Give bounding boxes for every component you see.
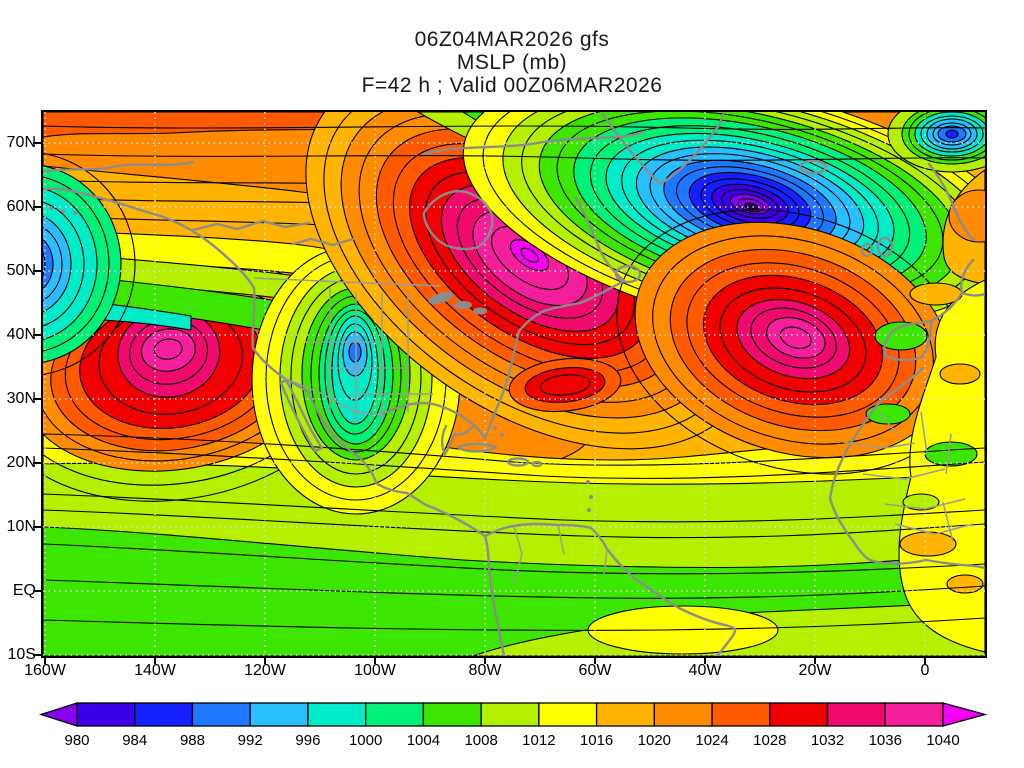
colorbar-segment xyxy=(134,702,194,727)
lon-tick xyxy=(264,656,266,664)
lon-tick xyxy=(814,656,816,664)
lon-label-20W: 20W xyxy=(798,662,832,679)
colorbar-label-1040: 1040 xyxy=(926,732,960,749)
colorbar-segment xyxy=(249,702,309,727)
colorbar-segment xyxy=(480,702,540,727)
title-variable-line: MSLP (mb) xyxy=(456,51,568,74)
colorbar xyxy=(38,702,988,727)
colorbar-segment xyxy=(191,702,251,727)
lon-tick xyxy=(594,656,596,664)
lon-label-120W: 120W xyxy=(244,662,286,679)
colorbar-label-1016: 1016 xyxy=(579,732,614,749)
lat-tick xyxy=(33,462,41,464)
colorbar-segment xyxy=(769,702,829,727)
lat-label-60N: 60N xyxy=(6,198,36,215)
colorbar-label-1012: 1012 xyxy=(522,732,556,749)
lat-label-30N: 30N xyxy=(6,390,36,407)
map-plot-area xyxy=(41,110,987,658)
colorbar-label-1000: 1000 xyxy=(348,732,383,749)
colorbar-label-1024: 1024 xyxy=(695,732,729,749)
colorbar-label-996: 996 xyxy=(295,732,321,749)
lakes-and-islands xyxy=(49,206,593,512)
lat-tick xyxy=(33,654,41,656)
mslp-filled-contour-map xyxy=(43,112,985,656)
lat-label-50N: 50N xyxy=(6,262,36,279)
norwegian-sea-low-contours xyxy=(887,112,985,173)
colorbar-segment xyxy=(307,702,367,727)
lon-tick xyxy=(704,656,706,664)
colorbar-segment xyxy=(422,702,482,727)
colorbar-label-1004: 1004 xyxy=(406,732,441,749)
title-run-line: 06Z04MAR2026 gfs xyxy=(414,28,610,51)
colorbar-segment xyxy=(826,702,886,727)
colorbar-label-988: 988 xyxy=(179,732,205,749)
colorbar-label-1028: 1028 xyxy=(753,732,787,749)
colorbar-overflow-arrow xyxy=(942,702,988,727)
lon-label-100W: 100W xyxy=(354,662,396,679)
lat-tick xyxy=(33,398,41,400)
coastlines xyxy=(43,112,985,656)
colorbar-label-980: 980 xyxy=(64,732,90,749)
lat-tick xyxy=(33,590,41,592)
colorbar-label-1036: 1036 xyxy=(868,732,902,749)
lat-tick xyxy=(33,142,41,144)
lon-label-140W: 140W xyxy=(134,662,176,679)
lat-label-70N: 70N xyxy=(6,134,36,151)
colorbar-segment xyxy=(711,702,771,727)
lon-tick xyxy=(374,656,376,664)
colorbar-label-1020: 1020 xyxy=(637,732,672,749)
lon-label-60W: 60W xyxy=(578,662,612,679)
lat-label-20N: 20N xyxy=(6,454,36,471)
colorbar-segment xyxy=(653,702,713,727)
lon-label-40W: 40W xyxy=(688,662,722,679)
lat-tick xyxy=(33,334,41,336)
lon-label-0: 0 xyxy=(920,662,930,679)
colorbar-label-1008: 1008 xyxy=(464,732,498,749)
colorbar-label-992: 992 xyxy=(237,732,263,749)
lat-label-10S: 10S xyxy=(7,646,36,663)
lon-label-80W: 80W xyxy=(468,662,502,679)
west-edge-low-contours xyxy=(43,152,136,376)
lat-label-40N: 40N xyxy=(6,326,36,343)
colorbar-segment xyxy=(884,702,944,727)
colorbar-segment xyxy=(365,702,425,727)
lat-tick xyxy=(33,206,41,208)
zonal-contour-lines xyxy=(43,125,985,631)
political-borders xyxy=(253,277,974,585)
colorbar-label-984: 984 xyxy=(122,732,148,749)
lat-tick xyxy=(33,270,41,272)
lon-tick xyxy=(154,656,156,664)
iberia-africa-field xyxy=(865,279,985,653)
lon-tick xyxy=(924,656,926,664)
colorbar-underflow-arrow xyxy=(38,702,78,727)
lat-label-10N: 10N xyxy=(6,518,36,535)
lon-tick xyxy=(44,656,46,664)
colorbar-segment xyxy=(76,702,136,727)
tropical-bands xyxy=(43,413,985,656)
colorbar-segment xyxy=(595,702,655,727)
west-atlantic-ridge-cell xyxy=(508,357,622,413)
lat-tick xyxy=(33,526,41,528)
lat-label-EQ: EQ xyxy=(12,582,36,599)
lon-label-160W: 160W xyxy=(24,662,66,679)
colorbar-label-1032: 1032 xyxy=(810,732,845,749)
title-valid-line: F=42 h ; Valid 00Z06MAR2026 xyxy=(361,74,663,97)
lon-tick xyxy=(484,656,486,664)
colorbar-segment xyxy=(538,702,598,727)
